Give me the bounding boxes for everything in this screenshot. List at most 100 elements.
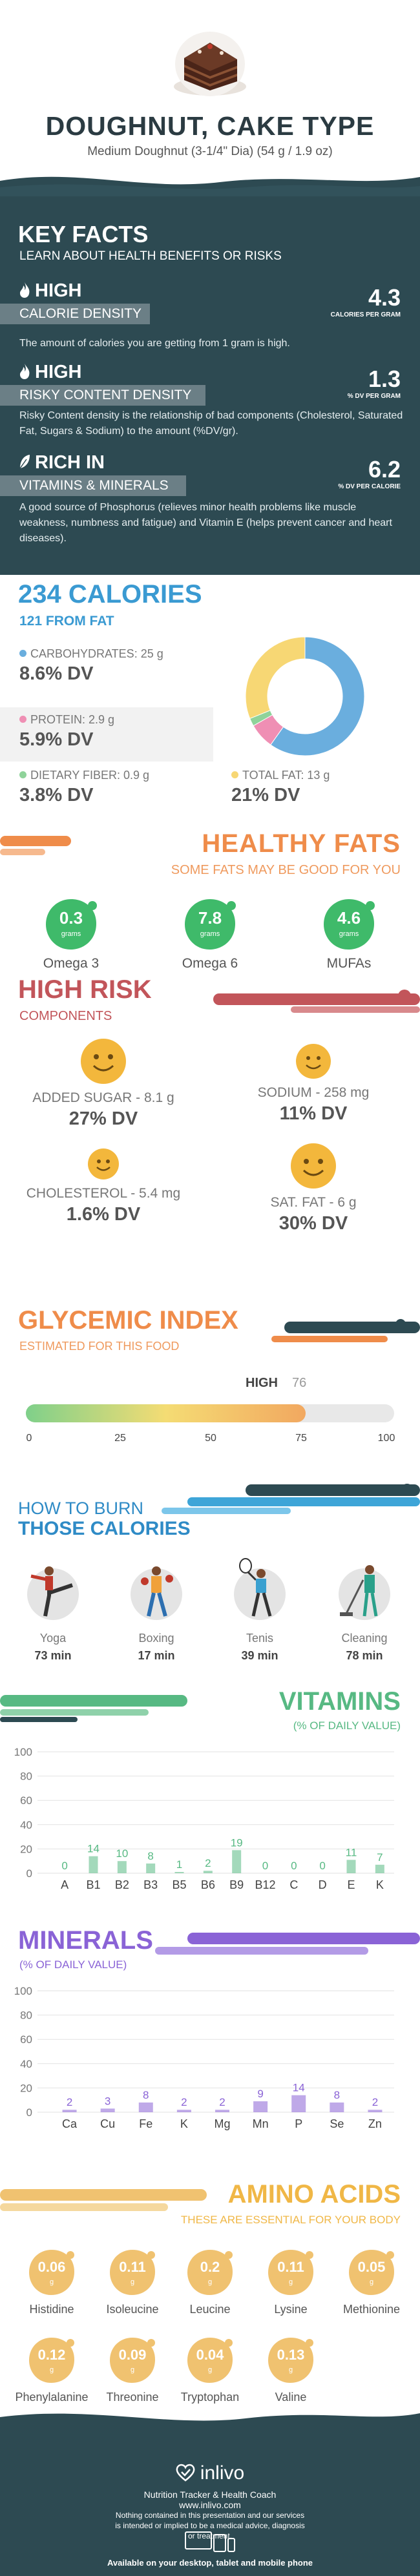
amino-unit: g (207, 2366, 213, 2374)
high-risk-subtitle: COMPONENTS (19, 1009, 112, 1023)
fact-label: VITAMINS & MINERALS (19, 478, 169, 493)
boxing-figure-icon (127, 1557, 186, 1621)
bar-value-label: 11 (346, 1846, 357, 1858)
bar-k (176, 2110, 191, 2112)
amino-name: Lysine (274, 2303, 308, 2316)
nutrient-label: PROTEIN: 2.9 g (30, 713, 115, 726)
high-risk-title: HIGH RISK (18, 975, 152, 1004)
x-tick-label: B6 (201, 1878, 215, 1891)
glycemic-tick: 0 (26, 1433, 32, 1444)
fact-label-band (0, 304, 150, 324)
carbohydrates-dot (19, 650, 26, 657)
stripe-decoration (155, 1933, 420, 1955)
fact-level: RICH IN (35, 452, 105, 473)
bar-value-label: 9 (257, 2088, 263, 2100)
fat-blob: 7.8 grams (184, 898, 236, 951)
glycemic-scale-fill (26, 1404, 306, 1422)
amino-acid-isoleucine: 0.11 g Isoleucine (94, 2249, 171, 2316)
x-tick-label: B1 (86, 1878, 100, 1891)
y-tick-label: 60 (20, 1794, 32, 1807)
bar-value-label: 2 (205, 1857, 211, 1869)
x-tick-label: P (295, 2117, 302, 2130)
disclaimer: Nothing contained in this presentation a… (115, 2511, 305, 2540)
amino-unit: g (49, 2366, 54, 2374)
bar-mn (253, 2101, 268, 2112)
amino-unit: g (130, 2278, 135, 2286)
y-tick-label: 40 (20, 2058, 32, 2070)
calories-title: 234 CALORIES (18, 580, 202, 608)
key-facts-subtitle: LEARN ABOUT HEALTH BENEFITS OR RISKS (19, 249, 282, 263)
heart-check-icon (176, 2464, 195, 2482)
donut-slice-total-fat (245, 636, 306, 720)
x-tick-label: Cu (100, 2117, 115, 2130)
bar-value-label: 10 (116, 1847, 128, 1860)
fact-description: The amount of calories you are getting f… (19, 338, 290, 349)
brand-name: inlivo (200, 2462, 245, 2484)
glycemic-tick: 75 (295, 1433, 307, 1444)
amino-acids-section: AMINO ACIDS THESE ARE ESSENTIAL FOR YOUR… (0, 2167, 420, 2425)
bar-ca (62, 2110, 77, 2112)
fact-description: A good source of Phosphorus (relieves mi… (19, 502, 392, 544)
x-tick-label: B12 (255, 1878, 275, 1891)
fact-vitamins-minerals: RICH IN VITAMINS & MINERALS 6.2 % DV PER… (0, 450, 420, 559)
amino-acid-leucine: 0.2 g Leucine (171, 2249, 249, 2316)
x-tick-label: E (347, 1878, 355, 1891)
y-tick-label: 60 (20, 2033, 32, 2046)
bar-b3 (146, 1863, 156, 1873)
amino-unit: g (288, 2366, 293, 2374)
x-tick-label: Ca (62, 2117, 78, 2130)
amino-blob: 0.13 g (267, 2336, 315, 2384)
amino-value: 0.13 (277, 2347, 305, 2363)
burn-title-top: HOW TO BURN (18, 1499, 144, 1518)
amino-unit: g (130, 2366, 135, 2374)
amino-unit: g (369, 2278, 374, 2286)
stripe-decoration (0, 836, 71, 855)
glycemic-index-section: GLYCEMIC INDEX ESTIMATED FOR THIS FOOD H… (0, 1285, 420, 1473)
amino-value: 0.11 (277, 2259, 304, 2275)
bar-value-label: 0 (262, 1860, 268, 1872)
minerals-subtitle: (% OF DAILY VALUE) (19, 1958, 127, 1971)
nutrient-total-fat: TOTAL FAT: 13 g 21% DV (231, 769, 330, 806)
activity-yoga: Yoga 73 min (14, 1557, 92, 1663)
amino-value: 0.2 (200, 2259, 220, 2275)
calories-from-fat: 121 FROM FAT (19, 614, 114, 628)
amino-value: 0.04 (196, 2347, 224, 2363)
healthy-fats-title: HEALTHY FATS (202, 829, 401, 858)
fat-omega-3: 0.3 grams Omega 3 (36, 898, 107, 971)
bar-b9 (232, 1850, 242, 1873)
vitamins-bar-chart: 0 20 40 60 80 100 0 A 14 B1 10 B2 8 B3 1 B5 2 B6 19 B9 0 B12 0… (14, 1746, 394, 1891)
flame-icon (20, 364, 30, 379)
burn-calories-section: HOW TO BURN THOSE CALORIES Yoga 73 min B… (0, 1473, 420, 1686)
y-tick-label: 100 (14, 1746, 32, 1758)
yoga-figure-icon (23, 1557, 83, 1621)
bar-value-label: 7 (377, 1851, 383, 1864)
fat-mufas: 4.6 grams MUFAs (313, 898, 384, 971)
fact-label: RISKY CONTENT DENSITY (19, 388, 192, 402)
amino-blob: 0.09 g (109, 2336, 156, 2384)
serving-size: Medium Doughnut (3-1/4" Dia) (54 g / 1.9… (87, 145, 333, 158)
brand-url[interactable]: www.inlivo.com (179, 2500, 241, 2510)
amino-acid-methionine: 0.05 g Methionine (333, 2249, 410, 2316)
fact-value: 1.3 (368, 366, 401, 392)
amino-acid-tryptophan: 0.04 g Tryptophan (171, 2336, 249, 2404)
fiber-dot (19, 771, 26, 778)
wave-divider (0, 176, 420, 196)
amino-blob: 0.11 g (267, 2249, 315, 2296)
bar-value-label: 14 (293, 2082, 305, 2094)
burn-title-bottom: THOSE CALORIES (18, 1518, 191, 1539)
x-tick-label: Mg (214, 2117, 230, 2130)
fact-level: HIGH (35, 280, 82, 301)
x-tick-label: D (319, 1878, 327, 1891)
high-risk-section: HIGH RISK COMPONENTS ADDED SUGAR - 8.1 g… (0, 962, 420, 1285)
amino-acids-subtitle: THESE ARE ESSENTIAL FOR YOUR BODY (180, 2214, 401, 2226)
amino-name: Valine (275, 2391, 307, 2404)
x-tick-label: A (61, 1878, 68, 1891)
bar-value-label: 19 (231, 1836, 243, 1849)
brand-logo[interactable]: inlivo (0, 2462, 420, 2484)
bar-value-label: 2 (219, 2096, 225, 2108)
nutrient-label: CARBOHYDRATES: 25 g (30, 647, 163, 660)
nutrient-protein: PROTEIN: 2.9 g 5.9% DV (19, 713, 114, 751)
risk-sodium: SODIUM - 258 mg 11% DV (223, 1044, 404, 1125)
x-tick-label: C (289, 1878, 298, 1891)
